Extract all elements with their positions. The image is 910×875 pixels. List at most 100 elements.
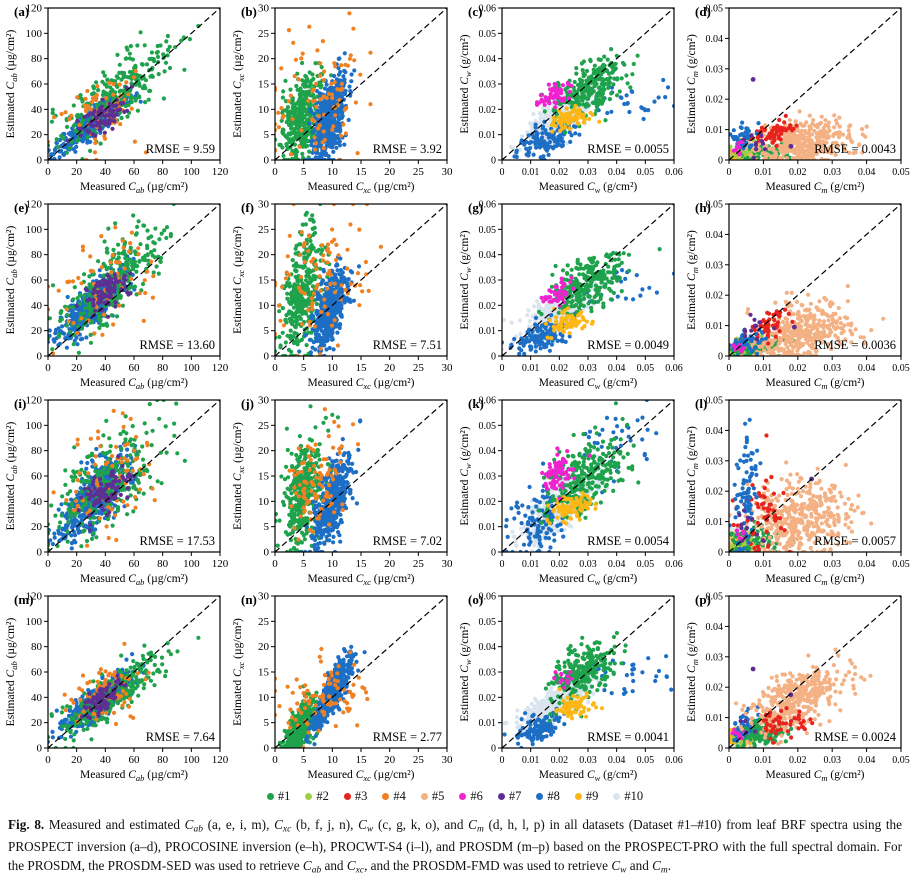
y-tick-label: 40 — [31, 496, 43, 508]
y-tick-label: 40 — [31, 300, 43, 312]
y-axis-label: Estimated Cm (g/cm²) — [686, 230, 700, 330]
y-tick-label: 0.05 — [479, 421, 497, 432]
legend-dot-icon — [574, 792, 582, 800]
y-tick-label: 0.04 — [706, 622, 724, 633]
panel-i: (i) 0 0 20 20 40 40 60 60 80 80 100 100 120 120 RMSE = … — [1, 392, 229, 588]
caption-segment: C — [346, 858, 356, 874]
legend-label: #4 — [393, 788, 406, 803]
panel-h: (h) 0 0 0.01 0.01 0.02 0.02 0.03 0.03 0.04 0.04 0.0… — [682, 196, 910, 392]
x-tick-label: 120 — [212, 362, 229, 374]
rmse-label: RMSE = 0.0036 — [814, 338, 896, 352]
x-tick-label: 0.02 — [551, 167, 569, 178]
y-tick-label: 30 — [258, 199, 270, 211]
x-tick-label: 100 — [183, 754, 200, 766]
y-tick-label: 15 — [258, 471, 270, 483]
x-tick-label: 0 — [500, 363, 505, 374]
scatter-points — [275, 204, 383, 356]
x-tick-label: 0 — [500, 167, 505, 178]
x-axis-label: Measured Cw (g/cm²) — [539, 573, 638, 587]
x-tick-label: 100 — [183, 166, 200, 178]
caption-segment: (b, f, j, n), — [291, 817, 359, 832]
legend-label: #2 — [316, 788, 329, 803]
legend-label: #8 — [547, 788, 560, 803]
rmse-label: RMSE = 0.0054 — [587, 534, 669, 548]
y-tick-label: 0.04 — [479, 642, 497, 653]
legend-item-3: #3 — [343, 789, 367, 804]
y-tick-label: 20 — [258, 445, 270, 457]
legend-label: #9 — [585, 788, 599, 803]
x-tick-label: 0.05 — [637, 559, 655, 570]
x-tick-label: 25 — [413, 362, 425, 374]
legend-dot-icon — [459, 792, 467, 800]
scatter-panel-grid: (a) 0 0 20 20 40 40 60 60 80 80 100 100 120 120 RMSE = … — [1, 0, 910, 784]
x-tick-label: 0.05 — [892, 167, 910, 178]
x-tick-label: 0.03 — [823, 167, 841, 178]
scatter-points — [729, 284, 886, 356]
scatter-points — [504, 400, 659, 552]
x-tick-label: 0.01 — [755, 755, 773, 766]
x-tick-label: 20 — [384, 754, 396, 766]
legend-dot-icon — [497, 792, 505, 800]
caption-segment: m — [660, 865, 668, 875]
caption-segment: C — [302, 858, 312, 874]
x-tick-label: 0 — [727, 363, 732, 374]
y-tick-label: 5 — [264, 717, 270, 729]
identity-line — [501, 399, 675, 553]
y-tick-label: 0.04 — [706, 34, 724, 45]
x-axis-label: Measured Cxc (µg/cm²) — [307, 573, 414, 587]
panel-letter: (p) — [695, 592, 711, 607]
y-tick-label: 10 — [258, 104, 270, 116]
caption-segment: and — [626, 858, 653, 874]
x-tick-label: 30 — [442, 166, 454, 178]
x-tick-label: 0.01 — [522, 559, 540, 570]
y-tick-label: 0.06 — [479, 200, 497, 211]
x-tick-label: 0 — [272, 558, 278, 570]
x-tick-label: 80 — [157, 754, 169, 766]
legend-dot-icon — [420, 792, 428, 800]
y-tick-label: 0 — [718, 744, 723, 755]
x-tick-label: 0.02 — [551, 559, 569, 570]
y-axis-label: Estimated Cxc (µg/cm²) — [232, 422, 246, 530]
identity-line — [47, 203, 221, 357]
x-tick-label: 0.04 — [608, 167, 626, 178]
x-tick-label: 0.04 — [608, 559, 626, 570]
x-tick-label: 0.04 — [858, 755, 876, 766]
x-tick-label: 0 — [45, 362, 51, 374]
identity-line — [728, 7, 902, 161]
panel-letter: (b) — [241, 4, 257, 19]
y-axis-label: Estimated Cab (µg/cm²) — [5, 422, 19, 531]
caption-segment: w — [366, 824, 374, 835]
x-tick-label: 120 — [212, 558, 229, 570]
panel-letter: (h) — [695, 200, 711, 215]
y-tick-label: 0.04 — [479, 54, 497, 65]
x-axis-label: Measured Cxc (µg/cm²) — [307, 769, 414, 783]
x-tick-label: 20 — [384, 166, 396, 178]
caption-segment: C — [652, 858, 661, 874]
x-tick-label: 60 — [129, 362, 141, 374]
x-tick-label: 0.01 — [522, 167, 540, 178]
x-tick-label: 20 — [71, 362, 83, 374]
x-tick-label: 0.01 — [755, 167, 773, 178]
y-tick-label: 0.02 — [479, 105, 497, 116]
x-tick-label: 15 — [356, 558, 368, 570]
x-tick-label: 0.06 — [665, 363, 683, 374]
x-axis-label: Measured Cw (g/cm²) — [539, 377, 638, 391]
caption-segment: w — [620, 865, 627, 875]
y-tick-label: 0.06 — [479, 396, 497, 407]
y-tick-label: 0 — [491, 744, 496, 755]
plot-box — [728, 595, 902, 749]
x-tick-label: 5 — [301, 754, 307, 766]
y-axis-label: Estimated Cw (g/cm²) — [459, 230, 473, 329]
legend-item-7: #7 — [497, 789, 521, 804]
panel-o: (o) 0 0 0.01 0.01 0.02 0.02 0.03 0.03 0.04 0.04 0.0… — [455, 588, 683, 784]
x-tick-label: 0.04 — [858, 167, 876, 178]
x-tick-label: 0 — [727, 559, 732, 570]
legend-label: #10 — [624, 788, 644, 803]
y-tick-label: 0 — [264, 743, 270, 755]
x-axis-label: Measured Cm (g/cm²) — [765, 181, 864, 195]
x-tick-label: 60 — [129, 754, 141, 766]
y-tick-label: 0 — [37, 743, 43, 755]
scatter-points — [729, 417, 874, 552]
identity-line — [47, 7, 221, 161]
x-tick-label: 80 — [157, 558, 169, 570]
